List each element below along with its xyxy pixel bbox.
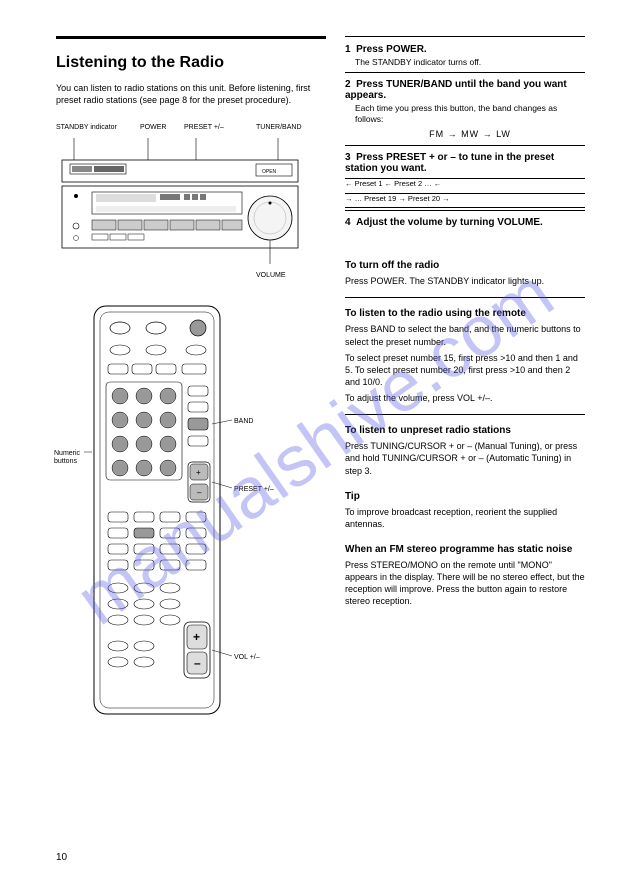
remote-body1: Press BAND to select the band, and the n… [345,323,585,347]
label-preset: PRESET +/– [184,124,224,132]
stereo-head: When an FM stereo programme has static n… [345,544,585,555]
label-band: BAND [234,418,253,426]
step1-num: 1 [345,44,351,55]
page-number: 10 [56,852,67,863]
step4-num: 4 [345,217,351,228]
label-vol: VOL +/– [234,654,260,662]
preset-cycle-right: → … Preset 19 → Preset 20 → [345,194,585,204]
intro-text: You can listen to radio stations on this… [56,82,326,106]
tip-body: To improve broadcast reception, reorient… [345,506,585,530]
label-numeric: Numeric buttons [54,450,94,465]
step2-body: Each time you press this button, the ban… [345,103,585,125]
rule [345,145,585,146]
page-title: Listening to the Radio [56,53,326,72]
rule [345,297,585,298]
svg-text:–: – [197,488,202,497]
step3-title: Press PRESET + or – to tune in the prese… [345,152,554,174]
rule [345,72,585,73]
turnoff-head: To turn off the radio [345,260,585,271]
left-column: Listening to the Radio You can listen to… [56,36,326,722]
label-volume: VOLUME [256,272,286,279]
remote-body3: To adjust the volume, press VOL +/–. [345,392,585,404]
band-cycle: FM → MW → LW [345,129,585,141]
stereo-body: Press STEREO/MONO on the remote until "M… [345,559,585,608]
svg-text:+: + [196,468,201,477]
step2-num: 2 [345,79,351,90]
right-column: 1 Press POWER. The STANDBY indicator tur… [345,36,585,608]
remote-body2: To select preset number 15, first press … [345,352,585,388]
step1-title: Press POWER. [356,44,427,55]
step4-title: Adjust the volume by turning VOLUME. [356,217,543,228]
section-rule [56,36,326,39]
svg-text:+: + [193,630,200,644]
rule [345,414,585,415]
rule [345,210,585,211]
step3-num: 3 [345,152,351,163]
preset-cycle-left: ← Preset 1 ← Preset 2 … ← [345,179,585,189]
label-preset-remote: PRESET +/– [234,486,274,494]
step2-title: Press TUNER/BAND until the band you want… [345,79,567,101]
remote-head: To listen to the radio using the remote [345,308,585,319]
label-power: POWER [140,124,166,132]
device-illustration: OPEN [56,138,306,268]
tip-head: Tip [345,491,585,502]
unpreset-head: To listen to unpreset radio stations [345,425,585,436]
svg-text:–: – [194,656,201,670]
svg-text:OPEN: OPEN [262,169,277,175]
unpreset-body: Press TUNING/CURSOR + or – (Manual Tunin… [345,440,585,476]
label-tuner-band: TUNER/BAND [256,124,302,132]
label-standby: STANDBY indicator [56,124,117,132]
turnoff-body: Press POWER. The STANDBY indicator light… [345,275,585,287]
step1-body: The STANDBY indicator turns off. [345,57,585,68]
